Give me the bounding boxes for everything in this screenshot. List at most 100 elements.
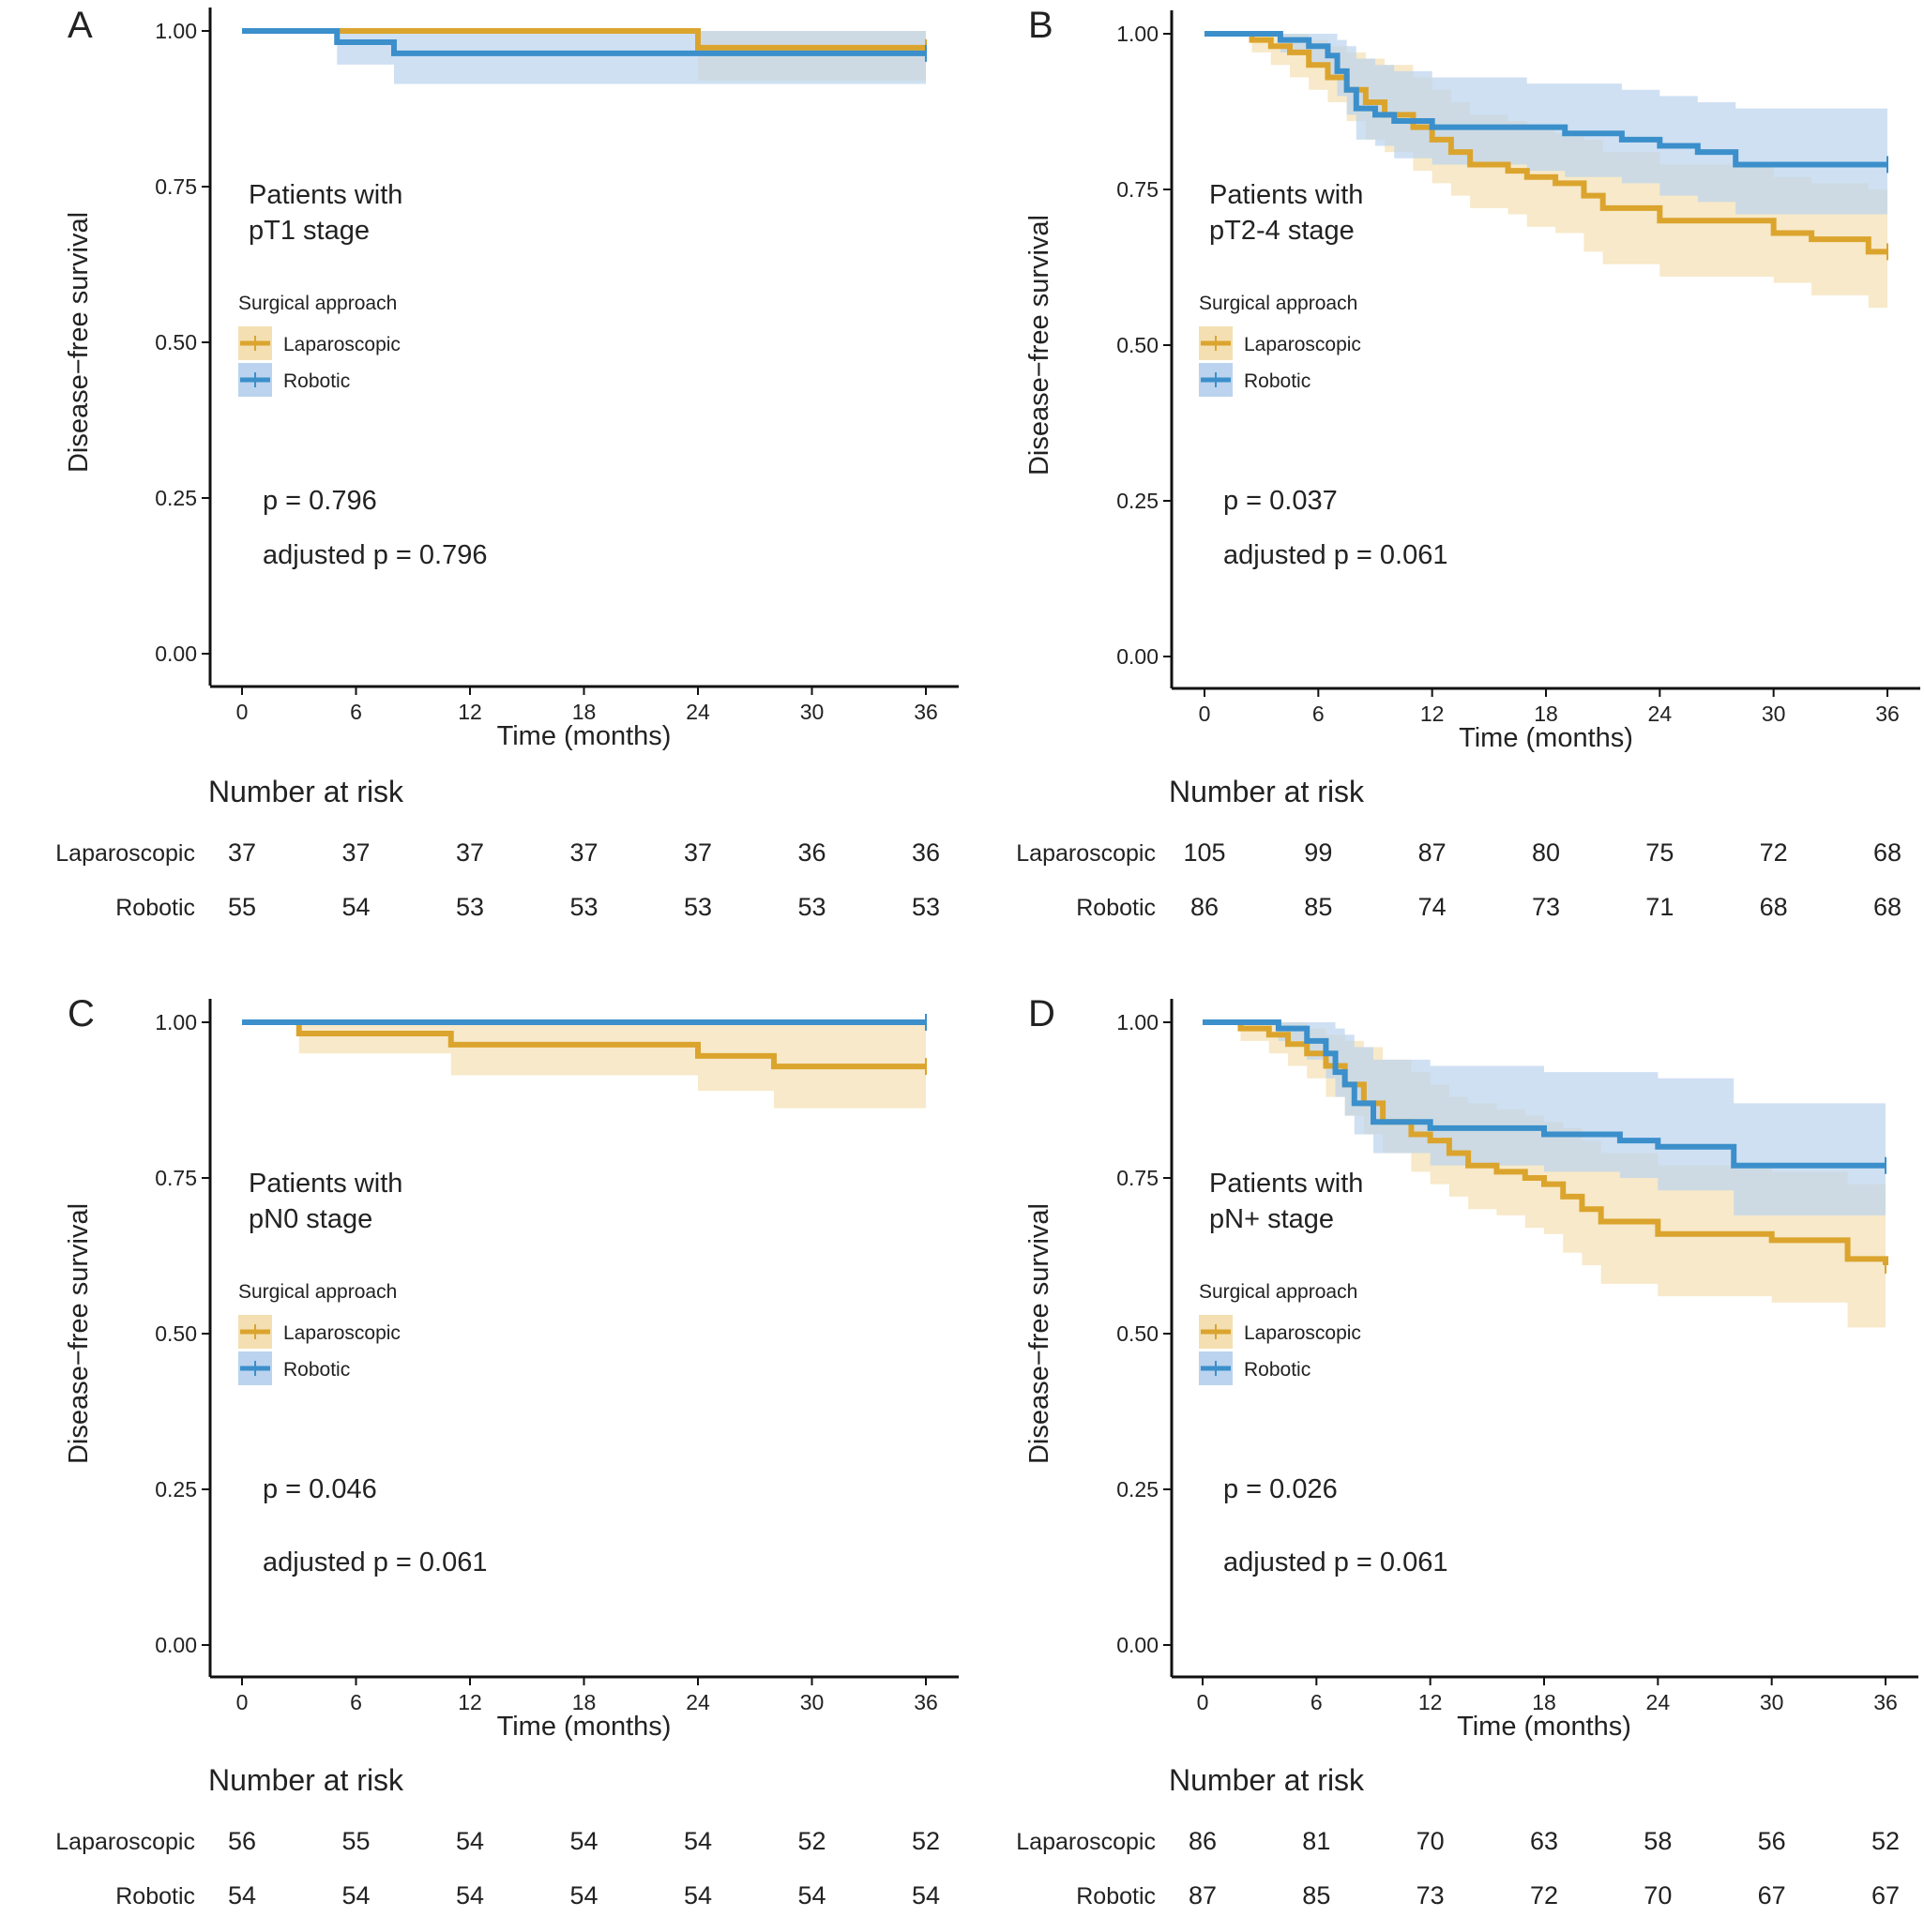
risk-count: 52 [797,1827,826,1855]
y-tick-label: 1.00 [1116,1010,1159,1034]
y-tick-label: 0.75 [1116,1166,1159,1190]
risk-count: 74 [1418,893,1447,921]
x-axis-title: Time (months) [497,1712,672,1742]
y-tick-label: 1.00 [155,19,197,43]
legend-title: Surgical approach [238,1281,397,1303]
y-axis-title: Disease−free survival [1024,1203,1054,1464]
risk-count: 54 [569,1881,598,1909]
legend-title: Surgical approach [1199,293,1357,314]
risk-count: 56 [1758,1827,1786,1855]
risk-count: 72 [1760,838,1788,867]
risk-row-label-robotic: Robotic [115,895,195,921]
y-tick-label: 0.75 [155,1166,197,1190]
legend-label-laparoscopic: Laparoscopic [1244,334,1361,355]
legend-label-laparoscopic: Laparoscopic [283,1322,401,1344]
risk-count: 54 [912,1881,940,1909]
y-tick-label: 0.50 [155,1321,197,1346]
laparoscopic-confidence-band [242,1022,926,1109]
risk-count: 52 [912,1827,940,1855]
risk-count: 75 [1645,838,1674,867]
x-tick-label: 6 [1310,1690,1323,1714]
risk-count: 105 [1183,838,1225,867]
risk-count: 73 [1532,893,1560,921]
x-tick-label: 24 [686,700,710,724]
laparoscopic-survival-curve [242,1019,926,1070]
x-tick-label: 30 [1760,1690,1784,1714]
risk-count: 54 [456,1881,484,1909]
risk-count: 36 [797,838,826,867]
risk-count: 37 [228,838,256,867]
risk-row-label-robotic: Robotic [115,1883,195,1909]
risk-count: 99 [1304,838,1332,867]
x-tick-label: 36 [1875,702,1900,726]
risk-count: 87 [1418,838,1447,867]
risk-count: 70 [1644,1881,1672,1909]
risk-count: 68 [1873,893,1901,921]
y-tick-label: 0.50 [1116,1321,1159,1346]
legend-label-robotic: Robotic [1244,370,1310,392]
robotic-confidence-band [242,31,926,84]
y-tick-label: 0.50 [1116,333,1159,357]
x-tick-label: 18 [1534,702,1558,726]
p-value: p = 0.037 [1223,486,1338,516]
x-tick-label: 24 [1648,702,1673,726]
panel-label: A [68,5,93,46]
x-tick-label: 18 [572,1690,597,1714]
legend-title: Surgical approach [238,293,397,314]
y-tick-label: 0.00 [1116,644,1159,669]
x-axis-title: Time (months) [1457,1712,1631,1742]
risk-row-label-robotic: Robotic [1076,895,1156,921]
laparoscopic-survival-curve [1203,1019,1888,1265]
risk-count: 67 [1758,1881,1786,1909]
p-value: p = 0.026 [1223,1474,1338,1504]
y-tick-label: 0.25 [1116,489,1159,513]
risk-row-label-laparoscopic: Laparoscopic [55,1829,195,1855]
y-tick-label: 0.75 [1116,177,1159,202]
risk-count: 68 [1760,893,1788,921]
panel-c: C 0.00 0.25 0.50 0.75 1.00 0 6 12 18 24 30 36 Time (m… [55,993,959,1909]
robotic-confidence-band [1203,1022,1886,1215]
risk-count: 37 [456,838,484,867]
y-tick-label: 1.00 [1116,22,1159,46]
robotic-survival-curve [1204,31,1887,168]
risk-count: 58 [1644,1827,1672,1855]
risk-count: 54 [684,1827,712,1855]
risk-count: 68 [1873,838,1901,867]
subgroup-annotation: Patients with [1209,1169,1363,1199]
y-tick-label: 0.75 [155,174,197,199]
robotic-confidence-band [1204,34,1887,215]
risk-count: 63 [1530,1827,1558,1855]
panel-a: A 0.00 0.25 0.50 0.75 1.00 0 6 12 18 24 30 36 Time (m… [55,5,959,921]
x-tick-label: 12 [458,1690,482,1714]
x-tick-label: 36 [1873,1690,1898,1714]
x-tick-label: 24 [1646,1690,1671,1714]
risk-count: 54 [341,1881,370,1909]
risk-count: 86 [1189,1827,1217,1855]
risk-count: 80 [1532,838,1560,867]
panel-b: B 0.00 0.25 0.50 0.75 1.00 0 6 12 18 24 30 36 Time (m… [1016,5,1920,921]
risk-count: 87 [1189,1881,1217,1909]
robotic-survival-curve [1203,1019,1886,1169]
risk-count: 71 [1645,893,1674,921]
x-tick-label: 6 [350,700,362,724]
adjusted-p-value: adjusted p = 0.796 [263,540,487,570]
y-tick-label: 0.50 [155,330,197,355]
y-axis-title: Disease−free survival [1024,215,1054,475]
risk-count: 67 [1871,1881,1900,1909]
risk-count: 52 [1871,1827,1900,1855]
x-tick-label: 18 [1532,1690,1556,1714]
y-tick-label: 0.00 [1116,1633,1159,1657]
x-tick-label: 0 [1197,1690,1209,1714]
risk-row-label-laparoscopic: Laparoscopic [1016,1829,1156,1855]
subgroup-annotation: Patients with [249,180,402,210]
risk-count: 56 [228,1827,256,1855]
risk-table-title: Number at risk [1169,1763,1365,1797]
panel-label: D [1028,993,1055,1034]
x-tick-label: 6 [350,1690,362,1714]
risk-count: 54 [228,1881,256,1909]
subgroup-annotation: Patients with [249,1169,402,1199]
x-tick-label: 30 [800,700,825,724]
p-value: p = 0.046 [263,1474,377,1504]
legend-label-robotic: Robotic [283,370,350,392]
